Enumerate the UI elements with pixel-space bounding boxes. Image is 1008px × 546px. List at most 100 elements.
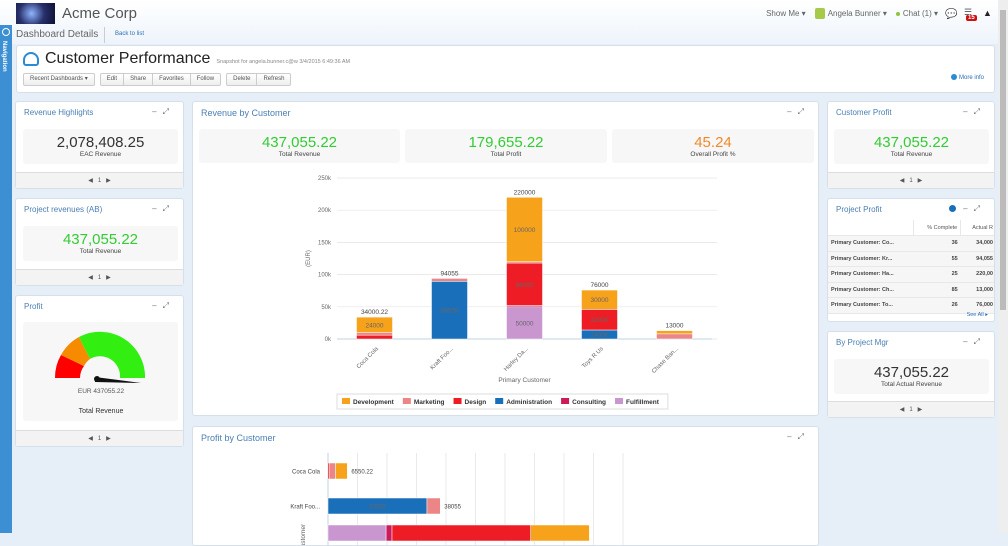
page-number: 1	[97, 436, 102, 442]
data-label: 66000	[515, 282, 533, 289]
profit-gauge: EUR 437055.22 Total Revenue	[54, 331, 146, 415]
profit-by-customer-panel: Profit by Customer –⤢ Customer Coca Cola 6…	[192, 426, 819, 546]
alert-icon[interactable]: ▲	[983, 8, 992, 18]
by-project-mgr-panel: By Project Mgr –⤢ 437,055.22 Total Actual…	[827, 331, 995, 418]
company-logo[interactable]	[16, 3, 55, 24]
info-icon[interactable]	[949, 205, 956, 212]
kpi-total-profit: 179,655.22 Total Profit	[405, 129, 607, 163]
panel-controls[interactable]: –⤢	[152, 107, 175, 116]
data-label: 32000	[590, 317, 608, 324]
pager[interactable]: ◀ 1 ▶	[16, 172, 183, 188]
chat-menu-group[interactable]: Chat (1) ▾	[895, 9, 938, 18]
kpi-value: 437,055.22	[62, 231, 139, 248]
legend-label: Consulting	[572, 399, 606, 406]
revenue-by-customer-panel: Revenue by Customer –⤢ 437,055.22 Total R…	[192, 101, 819, 416]
panel-controls[interactable]: –⤢	[787, 432, 810, 441]
bar-segment-marketing	[329, 462, 336, 480]
show-me-menu[interactable]: Show Me ▾	[766, 9, 806, 18]
total-label: 76000	[590, 282, 608, 289]
column-header[interactable]: % Complete	[912, 220, 961, 236]
bar-segment-development	[506, 197, 543, 262]
data-label: 50000	[515, 320, 533, 327]
profit-panel: Profit –⤢ EUR 437055.22 Total Revenue ◀ …	[15, 295, 184, 447]
gauge-value: EUR 437055.22	[78, 388, 125, 395]
bar-segment-design	[356, 334, 393, 340]
notifications-icon[interactable]: ☰	[964, 7, 973, 17]
panel-controls[interactable]: –⤢	[963, 107, 986, 116]
more-info-link[interactable]: More info	[951, 74, 984, 81]
title-row: Customer Performance Snapshot for angela…	[45, 50, 350, 68]
kpi-value: 437,055.22	[873, 134, 950, 151]
user-menu[interactable]: Angela Bunner ▾	[827, 9, 887, 18]
online-status-icon	[895, 11, 900, 16]
panel-controls[interactable]: –⤢	[152, 204, 175, 213]
chat-bubbles-icon[interactable]: 💬	[945, 9, 958, 20]
pager[interactable]: ◀ 1 ▶	[16, 430, 183, 446]
data-label: 89555	[440, 308, 458, 315]
x-tick-label: Harley Da...	[503, 346, 530, 373]
pager[interactable]: ◀ 1 ▶	[16, 269, 183, 285]
table-row[interactable]: Primary Customer: Ch... 85 13,000	[828, 282, 994, 298]
panel-controls[interactable]: –⤢	[963, 204, 986, 213]
gauge-pivot	[94, 376, 100, 382]
y-tick-label: 50k	[321, 305, 332, 311]
scrollbar-thumb[interactable]	[1000, 10, 1006, 310]
legend-label: Design	[465, 399, 487, 406]
table-row[interactable]: Primary Customer: Ha... 25 220,00	[828, 266, 994, 283]
action-buttons: Edit Share Favorites Follow	[99, 73, 222, 86]
top-nav: Show Me ▾ Angela Bunner ▾ Chat (1) ▾	[766, 8, 938, 19]
follow-button[interactable]: Follow	[196, 76, 215, 82]
kpi-value: 45.24	[694, 134, 732, 151]
edit-button[interactable]: Edit	[101, 74, 125, 85]
pager[interactable]: ◀ 1 ▶	[828, 172, 994, 188]
recent-dashboards-dropdown[interactable]: Recent Dashboards ▾	[23, 73, 95, 86]
legend-swatch	[615, 398, 624, 404]
navigation-tab[interactable]: Navigation	[0, 25, 12, 533]
share-button[interactable]: Share	[124, 74, 154, 85]
kpi-label: Total Actual Revenue	[880, 381, 943, 388]
bar-segment-consulting	[385, 524, 393, 542]
dashboard-title: Customer Performance	[45, 50, 211, 67]
kpi-card: 2,078,408.25 EAC Revenue	[23, 129, 178, 164]
favorites-button[interactable]: Favorites	[153, 74, 191, 85]
table-cell: 220,00	[960, 266, 994, 283]
bar-segment-design	[391, 524, 531, 542]
x-tick-label: Chase Ban...	[651, 346, 680, 375]
refresh-button[interactable]: Refresh	[263, 76, 285, 82]
table-row[interactable]: Primary Customer: To... 26 76,000	[828, 297, 994, 314]
bar-segment-development	[530, 524, 590, 542]
kpi-label: Total Revenue	[278, 151, 321, 158]
y-tick-label: Coca Cola	[292, 470, 321, 476]
info-icon	[951, 74, 957, 80]
column-header[interactable]: Actual R	[960, 220, 994, 236]
column-header[interactable]	[828, 220, 913, 236]
recent-dashboards-label[interactable]: Recent Dashboards ▾	[30, 76, 88, 82]
table-row[interactable]: Primary Customer: Kr... 55 94,055	[828, 251, 994, 267]
table-row[interactable]: Primary Customer: Co... 36 34,000	[828, 235, 994, 252]
kpi-card: 437,055.22 Total Revenue	[834, 129, 989, 164]
bar-segment-fulfillment	[327, 524, 387, 542]
kpi-card: 437,055.22 Total Revenue	[23, 226, 178, 261]
bar-segment-design	[506, 262, 543, 306]
gauge-orange-band	[61, 337, 90, 366]
panel-controls[interactable]: –⤢	[152, 301, 175, 310]
delete-button[interactable]: Delete	[227, 74, 258, 85]
panel-title: Revenue by Customer	[201, 108, 291, 118]
back-to-list-link[interactable]: Back to list	[115, 31, 145, 37]
panel-title: Profit by Customer	[201, 433, 276, 443]
page-number: 1	[97, 275, 102, 281]
chat-menu[interactable]: Chat (1) ▾	[902, 9, 938, 18]
kpi-total-revenue: 437,055.22 Total Revenue	[199, 129, 400, 163]
legend-swatch	[342, 398, 350, 404]
top-bar	[0, 0, 998, 44]
panel-controls[interactable]: –⤢	[963, 337, 986, 346]
notification-badge: 15	[966, 15, 977, 21]
customer-profit-panel: Customer Profit –⤢ 437,055.22 Total Reven…	[827, 101, 995, 189]
pager[interactable]: ◀ 1 ▶	[828, 401, 994, 417]
scrollbar[interactable]	[998, 0, 1008, 533]
panel-title: Profit	[24, 302, 43, 311]
see-all-link[interactable]: See All ▸	[966, 312, 988, 318]
total-label: 38055	[444, 505, 461, 511]
user-menu-group[interactable]: Angela Bunner ▾	[814, 8, 887, 19]
panel-controls[interactable]: –⤢	[787, 107, 810, 116]
